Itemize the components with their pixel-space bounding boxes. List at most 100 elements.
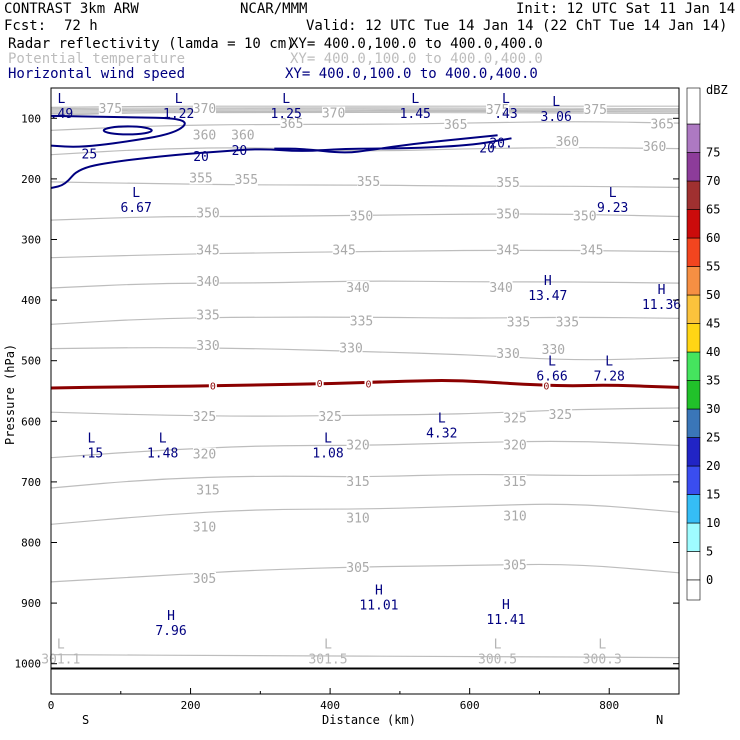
theta-label-bg bbox=[503, 474, 527, 488]
wind-extremum-type: L bbox=[159, 432, 167, 447]
theta-label-bg bbox=[496, 347, 520, 361]
theta-label-bg bbox=[496, 243, 520, 257]
reflectivity-contour-label: 0 bbox=[543, 382, 549, 393]
theta-contour-325 bbox=[51, 407, 679, 417]
theta-contour-label: 360 bbox=[556, 135, 579, 150]
theta-contour-label: 370 bbox=[193, 102, 216, 117]
colorbar-swatch bbox=[686, 180, 701, 210]
wind-contour-label: 20 bbox=[479, 141, 495, 156]
colorbar-level-value: 45 bbox=[706, 317, 720, 331]
forecast-label: Fcst: bbox=[4, 18, 46, 34]
theta-contour-label: 350 bbox=[573, 209, 596, 224]
theta-contour-label: 335 bbox=[196, 308, 219, 323]
theta-contour-label: 340 bbox=[196, 275, 219, 290]
theta-contour-label: 360 bbox=[193, 128, 216, 143]
wind-extremum-value: .49 bbox=[50, 107, 73, 122]
x-axis-north-label: N bbox=[656, 713, 663, 727]
wind-extremum-value: 1.08 bbox=[312, 447, 343, 462]
colorbar-swatch bbox=[686, 494, 701, 524]
colorbar-level-value: 60 bbox=[706, 231, 720, 245]
colorbar-swatch bbox=[686, 551, 701, 581]
theta-contour-345 bbox=[51, 249, 679, 259]
colorbar-swatch bbox=[686, 237, 701, 267]
theta-label-bg bbox=[234, 173, 258, 187]
colorbar-swatch bbox=[686, 294, 701, 324]
theta-label-bg bbox=[346, 511, 370, 525]
theta-label-bg bbox=[193, 128, 217, 142]
colorbar-level-value: 20 bbox=[706, 459, 720, 473]
wind-extremum-value: 13.47 bbox=[528, 289, 567, 304]
field-name-theta: Potential temperature bbox=[8, 51, 185, 67]
theta-contour-label: 360 bbox=[643, 140, 666, 155]
reflectivity-label-bg bbox=[542, 380, 551, 390]
colorbar-swatch bbox=[686, 380, 701, 410]
colorbar-bottom-cap bbox=[686, 579, 701, 601]
x-axis-label: Distance (km) bbox=[322, 713, 416, 727]
theta-label-bg bbox=[580, 243, 604, 257]
wind-extremum-type: L bbox=[324, 432, 332, 447]
theta-contour-label: 325 bbox=[503, 411, 526, 426]
theta-label-bg bbox=[193, 102, 217, 116]
theta-contour-label: 320 bbox=[346, 439, 369, 454]
colorbar-level-value: 35 bbox=[706, 374, 720, 388]
colorbar-swatch bbox=[686, 266, 701, 296]
theta-contour-330 bbox=[51, 347, 679, 361]
colorbar-level-value: 10 bbox=[706, 516, 720, 530]
wind-extremum-value: 7.28 bbox=[594, 370, 625, 385]
wind-extremum-value: 1.25 bbox=[270, 107, 301, 122]
wind-extremum-type: H bbox=[502, 598, 510, 613]
theta-contour-label: 350 bbox=[196, 206, 219, 221]
wind-extremum-value: 9.23 bbox=[597, 201, 628, 216]
theta-contour-label: 315 bbox=[346, 475, 369, 490]
theta-label-bg bbox=[503, 438, 527, 452]
theta-label-bg bbox=[346, 474, 370, 488]
theta-contour-label: 325 bbox=[193, 410, 216, 425]
theta-extremum-value: 300.3 bbox=[583, 653, 622, 668]
theta-contour-label: 320 bbox=[193, 448, 216, 463]
theta-contour-label: 345 bbox=[196, 243, 219, 258]
y-tick-label: 500 bbox=[21, 355, 41, 368]
theta-label-bg bbox=[350, 314, 374, 328]
theta-label-bg bbox=[196, 274, 220, 288]
theta-label-bg bbox=[332, 243, 356, 257]
x-tick-label: 400 bbox=[320, 699, 340, 712]
theta-extremum-value: 301.5 bbox=[308, 653, 347, 668]
theta-contour-label: 365 bbox=[444, 118, 467, 133]
theta-label-bg bbox=[486, 102, 510, 116]
colorbar-swatch bbox=[686, 465, 701, 495]
theta-contour-label: 335 bbox=[556, 316, 579, 331]
theta-label-bg bbox=[650, 117, 674, 131]
theta-contour-310 bbox=[51, 503, 679, 525]
wind-extremum-type: L bbox=[605, 355, 613, 370]
theta-label-bg bbox=[196, 483, 220, 497]
y-tick-label: 600 bbox=[21, 415, 41, 428]
wind-extremum-type: L bbox=[548, 355, 556, 370]
theta-contour-label: 330 bbox=[196, 339, 219, 354]
wind-extremum-value: 1.22 bbox=[163, 107, 194, 122]
theta-contour-label: 365 bbox=[280, 117, 303, 132]
field-xy-reflectivity: XY= 400.0,100.0 to 400.0,400.0 bbox=[290, 36, 543, 52]
theta-label-bg bbox=[318, 410, 342, 424]
wind-extremum-value: 6.66 bbox=[536, 370, 567, 385]
theta-extremum-type: L bbox=[324, 638, 332, 653]
theta-contour-label: 340 bbox=[489, 281, 512, 296]
colorbar-level-value: 0 bbox=[706, 573, 713, 587]
theta-label-bg bbox=[193, 447, 217, 461]
organization-label: NCAR/MMM bbox=[240, 1, 307, 17]
theta-label-bg bbox=[193, 520, 217, 534]
theta-label-bg bbox=[196, 243, 220, 257]
colorbar-level-value: 15 bbox=[706, 488, 720, 502]
theta-contour-label: 370 bbox=[322, 106, 345, 121]
plot-frame bbox=[50, 87, 680, 695]
theta-contour-label: 360 bbox=[231, 128, 254, 143]
theta-label-bg bbox=[356, 174, 380, 188]
forecast-hours: 72 h bbox=[64, 18, 98, 34]
model-title: CONTRAST 3km ARW bbox=[4, 1, 139, 17]
theta-label-bg bbox=[496, 176, 520, 190]
wind-extremum-type: L bbox=[88, 432, 96, 447]
theta-label-bg bbox=[189, 171, 213, 185]
theta-label-bg bbox=[503, 411, 527, 425]
theta-label-bg bbox=[346, 438, 370, 452]
